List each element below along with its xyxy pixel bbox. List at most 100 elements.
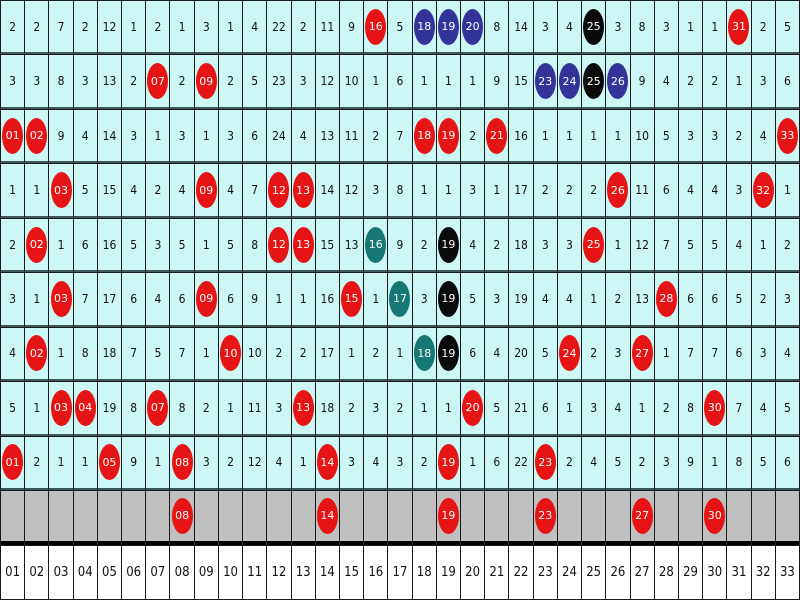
column-header: 21 [485, 545, 509, 599]
table-cell: 1 [703, 436, 727, 491]
ball-black: 19 [437, 335, 459, 372]
table-cell: 18 [412, 327, 436, 382]
table-cell: 4 [146, 273, 170, 327]
table-cell: 5 [461, 273, 485, 327]
table-cell: 13 [291, 164, 315, 218]
table-cell: 08 [170, 436, 194, 491]
table-cell: 5 [218, 218, 243, 273]
table-cell: 3 [364, 382, 388, 436]
table-cell: 6 [122, 273, 146, 327]
table-cell: 2 [170, 55, 194, 109]
table-cell: 4 [533, 273, 557, 327]
ball-red: 32 [752, 172, 774, 209]
ball-red: 27 [631, 497, 653, 534]
table-cell: 5 [73, 164, 97, 218]
table-cell: 2 [582, 327, 606, 382]
table-cell: 5 [678, 218, 703, 273]
table-cell: 10 [339, 55, 364, 109]
ball-red: 08 [171, 497, 193, 534]
latest-draw-cell: 14 [315, 491, 339, 545]
table-cell: 7 [49, 1, 73, 55]
table-cell: 1 [751, 218, 775, 273]
table-cell: 6 [775, 436, 799, 491]
table-cell: 2 [533, 164, 557, 218]
ball-red: 03 [50, 389, 72, 426]
table-cell: 8 [388, 164, 412, 218]
table-cell: 09 [194, 164, 218, 218]
table-cell: 8 [49, 55, 73, 109]
table-cell: 2 [727, 109, 751, 164]
table-cell: 2 [1, 218, 25, 273]
table-cell: 1 [194, 109, 218, 164]
table-cell: 14 [315, 164, 339, 218]
table-cell: 14 [97, 109, 122, 164]
ball-red: 04 [74, 389, 96, 426]
column-header: 30 [703, 545, 727, 599]
table-cell: 3 [146, 218, 170, 273]
latest-draw-cell [582, 491, 606, 545]
latest-draw-cell [412, 491, 436, 545]
column-header: 28 [654, 545, 678, 599]
column-header: 09 [194, 545, 218, 599]
table-cell: 8 [73, 327, 97, 382]
table-cell: 1 [412, 55, 436, 109]
table-cell: 31 [727, 1, 751, 55]
column-header: 04 [73, 545, 97, 599]
table-cell: 6 [727, 327, 751, 382]
table-cell: 5 [388, 1, 412, 55]
ball-red: 07 [147, 63, 169, 100]
table-cell: 03 [49, 164, 73, 218]
ball-black: 19 [437, 226, 459, 263]
table-cell: 8 [727, 436, 751, 491]
ball-red: 14 [316, 444, 338, 481]
table-cell: 6 [775, 55, 799, 109]
ball-red: 19 [437, 117, 459, 154]
table-cell: 1 [630, 382, 654, 436]
ball-red: 23 [534, 497, 556, 534]
column-header: 32 [751, 545, 775, 599]
table-cell: 1 [25, 164, 49, 218]
table-cell: 4 [170, 164, 194, 218]
ball-red: 30 [704, 389, 726, 426]
table-cell: 11 [315, 1, 339, 55]
table-cell: 19 [436, 436, 461, 491]
column-header: 33 [775, 545, 799, 599]
table-cell: 8 [243, 218, 267, 273]
ball-red: 09 [195, 172, 217, 209]
table-cell: 15 [315, 218, 339, 273]
latest-draw-cell [49, 491, 73, 545]
table-cell: 1 [557, 109, 582, 164]
table-cell: 05 [97, 436, 122, 491]
table-cell: 1 [582, 273, 606, 327]
column-header: 14 [315, 545, 339, 599]
table-cell: 12 [243, 436, 267, 491]
table-cell: 12 [97, 1, 122, 55]
table-cell: 7 [388, 109, 412, 164]
ball-red: 25 [583, 226, 605, 263]
latest-draw-cell: 19 [436, 491, 461, 545]
table-cell: 22 [509, 436, 533, 491]
table-cell: 9 [49, 109, 73, 164]
table-cell: 28 [654, 273, 678, 327]
table-cell: 4 [485, 327, 509, 382]
table-cell: 5 [703, 218, 727, 273]
table-cell: 18 [509, 218, 533, 273]
table-cell: 2 [1, 1, 25, 55]
table-cell: 17 [509, 164, 533, 218]
table-cell: 7 [170, 327, 194, 382]
ball-red: 19 [437, 497, 459, 534]
ball-blue: 20 [462, 8, 484, 45]
table-cell: 1 [436, 164, 461, 218]
table-cell: 18 [412, 109, 436, 164]
table-cell: 27 [630, 327, 654, 382]
table-cell: 7 [654, 218, 678, 273]
table-cell: 13 [339, 218, 364, 273]
table-cell: 18 [315, 382, 339, 436]
table-cell: 4 [461, 218, 485, 273]
table-cell: 2 [194, 382, 218, 436]
column-header: 20 [461, 545, 485, 599]
table-cell: 5 [146, 327, 170, 382]
column-header: 16 [364, 545, 388, 599]
table-cell: 9 [678, 436, 703, 491]
latest-draw-cell [606, 491, 630, 545]
